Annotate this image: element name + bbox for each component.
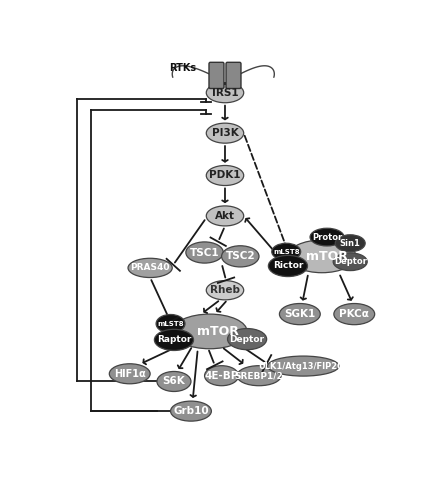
Ellipse shape: [271, 244, 300, 260]
Ellipse shape: [172, 314, 247, 349]
Ellipse shape: [156, 314, 184, 333]
Text: SREBP1/2: SREBP1/2: [234, 371, 283, 380]
Text: Grb10: Grb10: [173, 406, 208, 416]
Ellipse shape: [206, 123, 243, 143]
Text: ULK1/Atg13/FIP200: ULK1/Atg13/FIP200: [258, 362, 348, 370]
Text: Akt: Akt: [215, 211, 234, 221]
Ellipse shape: [237, 366, 280, 386]
Text: SGK1: SGK1: [283, 309, 315, 319]
Ellipse shape: [221, 246, 258, 267]
Text: mLST8: mLST8: [157, 320, 184, 326]
Text: 4E-BP: 4E-BP: [204, 370, 238, 380]
Ellipse shape: [157, 372, 191, 392]
Ellipse shape: [109, 364, 150, 384]
Text: TSC2: TSC2: [225, 252, 254, 262]
Ellipse shape: [227, 328, 266, 349]
Ellipse shape: [267, 356, 338, 376]
Ellipse shape: [335, 235, 364, 252]
Text: IRS1: IRS1: [211, 88, 238, 98]
Ellipse shape: [287, 240, 355, 272]
Ellipse shape: [170, 401, 211, 421]
Ellipse shape: [206, 82, 243, 102]
Ellipse shape: [206, 206, 243, 226]
Ellipse shape: [185, 242, 223, 263]
Ellipse shape: [332, 253, 366, 270]
Text: S6K: S6K: [162, 376, 185, 386]
Ellipse shape: [279, 304, 319, 324]
Text: PDK1: PDK1: [209, 170, 240, 180]
Ellipse shape: [204, 366, 238, 386]
Text: mLST8: mLST8: [272, 248, 299, 254]
FancyBboxPatch shape: [208, 62, 223, 88]
Text: Deptor: Deptor: [333, 257, 366, 266]
Text: mTOR: mTOR: [305, 250, 347, 263]
Ellipse shape: [268, 256, 307, 276]
Ellipse shape: [333, 304, 374, 324]
FancyBboxPatch shape: [226, 62, 240, 88]
Ellipse shape: [309, 228, 343, 246]
Ellipse shape: [128, 258, 172, 278]
Text: Raptor: Raptor: [156, 336, 191, 344]
Text: TSC1: TSC1: [189, 248, 219, 258]
Text: Protor: Protor: [311, 232, 341, 241]
Text: Sin1: Sin1: [339, 239, 360, 248]
Text: PI3K: PI3K: [211, 128, 238, 138]
Text: RTKs: RTKs: [169, 64, 196, 74]
Text: mTOR: mTOR: [197, 325, 239, 338]
Ellipse shape: [206, 166, 243, 186]
Text: Rheb: Rheb: [209, 285, 240, 295]
Text: HIF1α: HIF1α: [113, 369, 145, 379]
Ellipse shape: [154, 330, 193, 350]
Text: PRAS40: PRAS40: [130, 264, 170, 272]
Text: PKCα: PKCα: [339, 309, 368, 319]
Text: Rictor: Rictor: [272, 262, 302, 270]
Text: Deptor: Deptor: [229, 334, 264, 344]
Ellipse shape: [206, 280, 243, 300]
